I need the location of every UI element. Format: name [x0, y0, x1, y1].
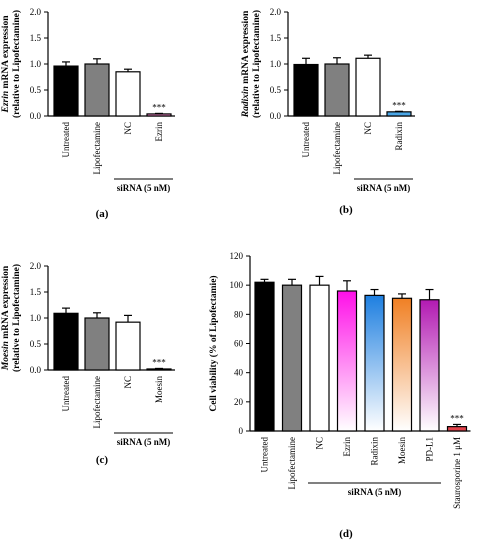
bar	[355, 57, 381, 117]
category-label: Radixin	[394, 122, 404, 151]
category-label: Staurosporine 1 μM	[452, 437, 462, 509]
panel-d-chart: 0 20 40 60 80 100 120 Cell viability (% of Lipo…	[208, 240, 478, 550]
ezrin-expression-chart: 0.0 0.5 1.0 1.5 2.0 Ezrin mRNA expression(rel…	[1, 7, 175, 193]
y-tick-label: 1.5	[270, 33, 282, 43]
bar	[53, 65, 79, 117]
y-tick-label: 0	[239, 426, 244, 436]
y-tick-label: 0.5	[270, 85, 282, 95]
sirna-group-label: siRNA (5 nM)	[117, 183, 171, 193]
panel-c-label: (c)	[95, 454, 109, 466]
category-label: NC	[363, 122, 373, 135]
category-label: Untreated	[61, 122, 71, 158]
y-axis-title-gene: Radixin	[241, 86, 251, 118]
y-axis-title-rest: mRNA expression	[1, 265, 11, 341]
sirna-group-label: siRNA (5 nM)	[348, 487, 402, 497]
bar	[293, 63, 319, 117]
bar	[336, 290, 358, 432]
y-tick-label: 1.5	[30, 287, 42, 297]
category-label: Moesin	[397, 437, 407, 465]
y-axis-title-line2: (relative to Lipofectamine)	[11, 10, 22, 118]
y-axis-title: Ezrin mRNA expression(relative to Lipofe…	[1, 10, 22, 118]
y-tick-label: 0.5	[30, 339, 42, 349]
y-axis-title-rest: mRNA expression	[241, 10, 251, 86]
y-axis-title-line1: Ezrin mRNA expression	[1, 15, 11, 114]
y-tick-label: 1.0	[30, 313, 42, 323]
y-tick-label: 2.0	[30, 261, 42, 271]
y-axis-title-rest: mRNA expression	[1, 15, 11, 91]
bar	[419, 299, 440, 432]
bar	[391, 297, 413, 432]
bar	[324, 63, 350, 117]
panel-b-label: (b)	[339, 204, 353, 216]
category-label: Untreated	[301, 122, 311, 158]
category-label: NC	[123, 122, 133, 135]
category-label: Ezrin	[342, 437, 352, 457]
moesin-expression-chart: 0.0 0.5 1.0 1.5 2.0 Moesin mRNA expression(re…	[1, 261, 175, 447]
y-axis-title: Radixin mRNA expression(relative to Lipo…	[241, 10, 262, 118]
significance-marker: ***	[152, 357, 166, 367]
y-axis-title-line1: Radixin mRNA expression	[241, 10, 251, 118]
category-label: Lipofectamine	[287, 437, 297, 489]
category-label: Lipofectamine	[92, 376, 102, 428]
bar	[115, 321, 141, 371]
y-axis-title: Moesin mRNA expression(relative to Lipof…	[1, 264, 22, 372]
panel-d-label: (d)	[339, 528, 353, 540]
category-label: PD-L1	[425, 437, 435, 462]
radixin-expression-chart: 0.0 0.5 1.0 1.5 2.0 Radixin mRNA expression(r…	[241, 7, 415, 193]
category-label: Untreated	[260, 437, 270, 473]
y-tick-label: 0.0	[270, 111, 282, 121]
y-axis-title-line2: (relative to Lipofectamine)	[251, 10, 262, 118]
y-tick-label: 0.0	[30, 111, 42, 121]
category-label: NC	[315, 437, 325, 450]
bar	[146, 368, 172, 371]
category-label: Ezrin	[154, 122, 164, 142]
panel-a-chart: 0.0 0.5 1.0 1.5 2.0 Ezrin mRNA expression(rel…	[0, 0, 230, 215]
y-axis-title-gene: Ezrin	[1, 91, 11, 114]
y-tick-label: 1.0	[30, 59, 42, 69]
y-axis-title-gene: Moesin	[1, 341, 11, 371]
panel-a-label: (a)	[95, 208, 109, 220]
bar	[53, 312, 79, 371]
y-tick-label: 0.5	[30, 85, 42, 95]
bar	[386, 111, 412, 117]
significance-marker: ***	[450, 413, 464, 423]
bar	[446, 426, 468, 432]
y-axis-title-line1: Moesin mRNA expression	[1, 265, 11, 371]
bar	[84, 317, 110, 371]
y-tick-label: 120	[230, 251, 244, 261]
bar	[84, 63, 110, 117]
y-axis-title-line1: Cell viability (% of Lipofectamie)	[208, 275, 219, 411]
y-tick-label: 0.0	[30, 365, 42, 375]
category-label: Lipofectamine	[92, 122, 102, 174]
bar	[281, 284, 303, 432]
panel-b-chart: 0.0 0.5 1.0 1.5 2.0 Radixin mRNA expression(r…	[240, 0, 470, 215]
category-label: Lipofectamine	[332, 122, 342, 174]
significance-marker: ***	[392, 100, 406, 110]
bar	[115, 71, 141, 117]
y-tick-label: 2.0	[30, 7, 42, 17]
sirna-group-label: siRNA (5 nM)	[357, 183, 411, 193]
y-tick-label: 60	[234, 339, 244, 349]
category-label: Radixin	[370, 437, 380, 466]
bar	[146, 113, 172, 117]
sirna-group-label: siRNA (5 nM)	[117, 437, 171, 447]
y-axis-title: Cell viability (% of Lipofectamie)	[208, 275, 219, 411]
category-label: Untreated	[61, 376, 71, 412]
y-tick-label: 80	[234, 309, 244, 319]
bar	[364, 294, 385, 432]
category-label: NC	[123, 376, 133, 389]
y-tick-label: 40	[234, 368, 244, 378]
y-tick-label: 1.5	[30, 33, 42, 43]
y-tick-label: 1.0	[270, 59, 282, 69]
y-axis-title-line2: (relative to Lipofectamine)	[11, 264, 22, 372]
bar	[309, 284, 330, 432]
y-tick-label: 100	[230, 280, 244, 290]
category-label: Moesin	[154, 376, 164, 404]
panel-c-chart: 0.0 0.5 1.0 1.5 2.0 Moesin mRNA expression(re…	[0, 250, 230, 465]
y-tick-label: 20	[234, 397, 244, 407]
cell-viability-chart: 0 20 40 60 80 100 120 Cell viability (% of Lipo…	[208, 251, 471, 509]
y-tick-label: 2.0	[270, 7, 282, 17]
bar	[254, 281, 275, 432]
significance-marker: ***	[152, 102, 166, 112]
